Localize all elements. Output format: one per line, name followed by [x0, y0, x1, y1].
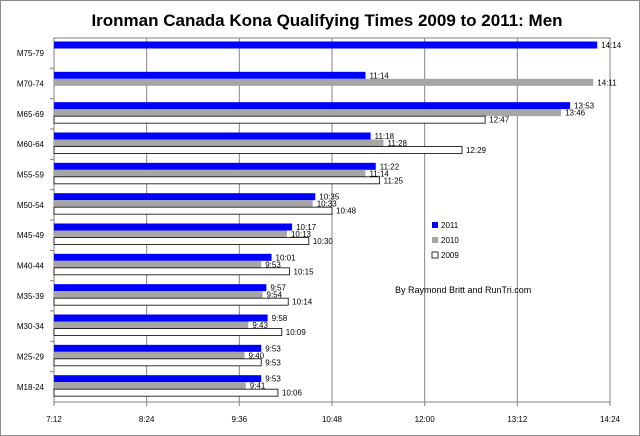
- legend-label-2009: 2009: [441, 251, 459, 260]
- data-label-2010: 10:33: [317, 200, 338, 209]
- y-tick-label: M40-44: [17, 262, 45, 271]
- y-tick-label: M50-54: [17, 201, 45, 210]
- x-tick-label: 8:24: [139, 415, 155, 424]
- bar-2009: [53, 146, 463, 154]
- bar-2010: [54, 291, 263, 299]
- data-label-2009: 10:30: [313, 237, 334, 246]
- bar-2011: [54, 253, 272, 261]
- bar-2009: [53, 388, 279, 397]
- legend-label-2010: 2010: [441, 236, 459, 245]
- bar-2011: [54, 71, 366, 79]
- y-tick-label: M25-29: [17, 353, 45, 362]
- x-tick-label: 12:00: [415, 415, 436, 424]
- y-tick-label: M55-59: [17, 171, 45, 180]
- bar-2010: [54, 78, 594, 86]
- data-label-2009: 12:47: [489, 116, 510, 125]
- data-label-2011: 10:35: [319, 193, 340, 202]
- bar-2011: [54, 162, 376, 170]
- data-label-2009: 10:15: [294, 267, 315, 276]
- bar-2011: [54, 375, 262, 383]
- credit-annotation: By Raymond Britt and RunTri.com: [395, 285, 531, 295]
- bar-2009: [53, 115, 486, 124]
- data-label-2010: 9:54: [267, 291, 283, 300]
- data-label-2009: 9:53: [265, 358, 281, 367]
- data-label-2010: 11:14: [369, 169, 389, 178]
- bar-2011: [54, 193, 316, 201]
- bar-2010: [54, 351, 245, 359]
- data-label-2011: 9:53: [265, 344, 281, 353]
- bar-2009: [53, 358, 262, 367]
- bar-2009: [53, 176, 381, 185]
- data-label-2010: 9:53: [265, 260, 281, 269]
- bar-2009: [53, 297, 289, 306]
- y-tick-label: M35-39: [17, 292, 45, 301]
- y-tick-label: M65-69: [17, 110, 45, 119]
- data-label-2009: 10:14: [292, 298, 313, 307]
- bar-2011: [54, 223, 293, 231]
- bar-2011: [54, 314, 268, 322]
- data-label-2010: 11:28: [387, 139, 407, 148]
- legend-swatch-2009: [431, 251, 439, 259]
- data-label-2010: 9:43: [252, 321, 268, 330]
- data-label-2011: 9:58: [272, 314, 288, 323]
- bar-2010: [54, 139, 384, 147]
- bar-2011: [54, 41, 598, 49]
- data-label-2010: 9:40: [248, 351, 264, 360]
- bar-2009: [53, 267, 290, 276]
- chart-title: Ironman Canada Kona Qualifying Times 200…: [91, 11, 562, 30]
- data-label-2009: 11:25: [384, 176, 404, 185]
- data-label-2010: 10:13: [291, 230, 312, 239]
- bar-2011: [54, 284, 267, 292]
- data-label-2011: 10:01: [276, 253, 297, 262]
- x-tick-label: 13:12: [507, 415, 528, 424]
- data-label-2009: 10:06: [282, 389, 303, 398]
- data-label-2010: 9:41: [250, 382, 266, 391]
- x-tick-label: 10:48: [322, 415, 343, 424]
- bar-2010: [54, 109, 562, 117]
- y-tick-label: M30-34: [17, 322, 45, 331]
- bar-2010: [54, 321, 249, 329]
- legend-label-2011: 2011: [441, 221, 459, 230]
- data-label-2011: 10:17: [296, 223, 317, 232]
- data-label-2010: 13:46: [565, 109, 586, 118]
- legend: 2011 2010 2009: [431, 221, 459, 260]
- data-label-2011: 11:18: [375, 132, 395, 141]
- legend-swatch-2010: [432, 237, 438, 243]
- data-label-2009: 10:09: [286, 328, 307, 337]
- data-label-2011: 14:14: [601, 41, 622, 50]
- bar-2011: [54, 132, 371, 140]
- bar-2011: [54, 344, 262, 352]
- y-tick-label: M75-79: [17, 49, 45, 58]
- y-tick-label: M60-64: [17, 140, 45, 149]
- bar-2010: [54, 230, 287, 238]
- bar-2011: [54, 102, 571, 110]
- y-tick-label: M70-74: [17, 80, 45, 89]
- bar-2010: [54, 382, 246, 390]
- data-label-2011: 9:53: [265, 375, 281, 384]
- legend-swatch-2011: [432, 222, 438, 228]
- data-label-2011: 11:14: [369, 71, 389, 80]
- y-tick-label: M18-24: [17, 383, 45, 392]
- bar-2010: [54, 200, 313, 208]
- data-label-2011: 11:22: [380, 162, 400, 171]
- data-label-2009: 10:48: [336, 207, 357, 216]
- plot-area: 7:12 8:24 9:36 10:48 12:00 13:12 14:24 M75-79 14…: [17, 37, 622, 424]
- bar-2009: [53, 206, 333, 215]
- x-tick-label: 7:12: [46, 415, 62, 424]
- data-label-2010: 14:11: [597, 78, 617, 87]
- data-label-2011: 9:57: [270, 284, 286, 293]
- bar-2010: [54, 260, 262, 268]
- bar-2010: [54, 169, 366, 177]
- data-label-2009: 12:29: [466, 146, 487, 155]
- x-tick-label: 9:36: [232, 415, 248, 424]
- data-label-2011: 13:53: [574, 102, 595, 111]
- bar-2009: [53, 328, 283, 336]
- y-tick-label: M45-49: [17, 231, 45, 240]
- bar-2009: [53, 237, 310, 245]
- x-tick-label: 14:24: [600, 415, 621, 424]
